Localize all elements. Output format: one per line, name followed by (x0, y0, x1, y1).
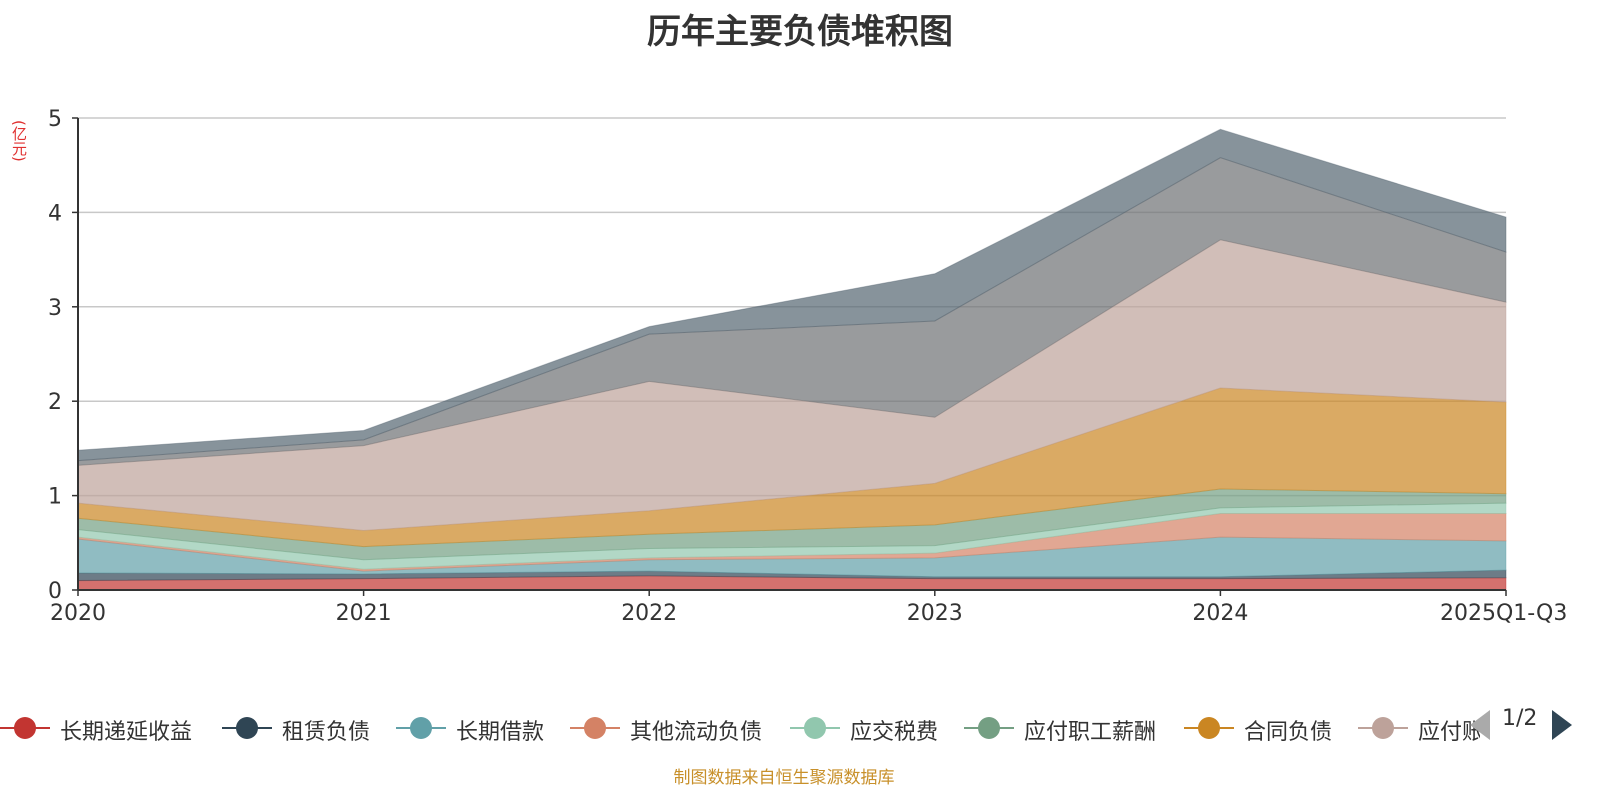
legend-dot-icon (978, 717, 1000, 739)
legend-dot-icon (410, 717, 432, 739)
legend-item[interactable]: 应交税费 (790, 710, 1020, 746)
y-tick-label: 3 (48, 296, 62, 321)
x-tick-label: 2023 (907, 601, 963, 626)
legend-page-indicator: 1/2 (1502, 706, 1538, 731)
legend-label: 租赁负债 (282, 720, 371, 745)
legend-item[interactable]: 应付职工薪酬 (964, 710, 1194, 746)
legend-dot-icon (584, 717, 606, 739)
legend-item[interactable]: 其他流动负债 (570, 710, 800, 746)
area-series (77, 128, 1507, 591)
legend-label: 长期借款 (456, 720, 545, 745)
x-tick-label: 2025Q1-Q3 (1440, 601, 1567, 626)
legend: 长期递延收益 租赁负债 长期借款 其他流动负债 应交税费 应付职工薪酬 合同负债 应付账款 (0, 710, 1480, 746)
source-note: 制图数据来自恒生聚源数据库 (673, 768, 895, 788)
y-tick-label: 1 (48, 485, 62, 510)
axes (72, 117, 1507, 596)
legend-dot-icon (14, 717, 36, 739)
legend-label: 应付职工薪酬 (1024, 720, 1157, 745)
legend-dot-icon (804, 717, 826, 739)
legend-label: 其他流动负债 (630, 720, 763, 745)
legend-prev-page-icon[interactable] (1470, 710, 1490, 740)
stacked-area-chart: 0 1 2 3 4 5 2020 2021 2022 2023 2024 2025Q1-Q3 (48, 107, 1567, 626)
x-tick-label: 2022 (621, 601, 677, 626)
legend-label: 长期递延收益 (60, 720, 193, 745)
y-tick-label: 0 (48, 579, 62, 604)
legend-label: 合同负债 (1244, 720, 1333, 745)
legend-pager: 1/2 (1470, 706, 1600, 746)
chart-title: 历年主要负债堆积图 (647, 12, 953, 52)
legend-label: 应付账款 (1418, 720, 1480, 745)
legend-label: 应交税费 (850, 720, 939, 745)
legend-item[interactable]: 长期借款 (396, 710, 626, 746)
y-tick-label: 2 (48, 390, 62, 415)
legend-item[interactable]: 租赁负债 (222, 710, 452, 746)
y-tick-label: 4 (48, 201, 62, 226)
legend-dot-icon (1372, 717, 1394, 739)
area-series-9 (77, 128, 1507, 462)
legend-item[interactable]: 应付账款 (1358, 710, 1480, 746)
x-tick-label: 2021 (336, 601, 392, 626)
legend-dot-icon (236, 717, 258, 739)
legend-dot-icon (1198, 717, 1220, 739)
legend-next-page-icon[interactable] (1552, 710, 1572, 740)
legend-item[interactable]: 合同负债 (1184, 710, 1414, 746)
y-tick-label: 5 (48, 107, 62, 132)
x-tick-label: 2020 (50, 601, 106, 626)
y-axis-unit-label: (亿元) (10, 120, 28, 162)
tick-labels: 0 1 2 3 4 5 2020 2021 2022 2023 2024 2025Q1-Q3 (48, 107, 1567, 626)
legend-item[interactable]: 长期递延收益 (0, 710, 230, 746)
x-tick-label: 2024 (1192, 601, 1248, 626)
